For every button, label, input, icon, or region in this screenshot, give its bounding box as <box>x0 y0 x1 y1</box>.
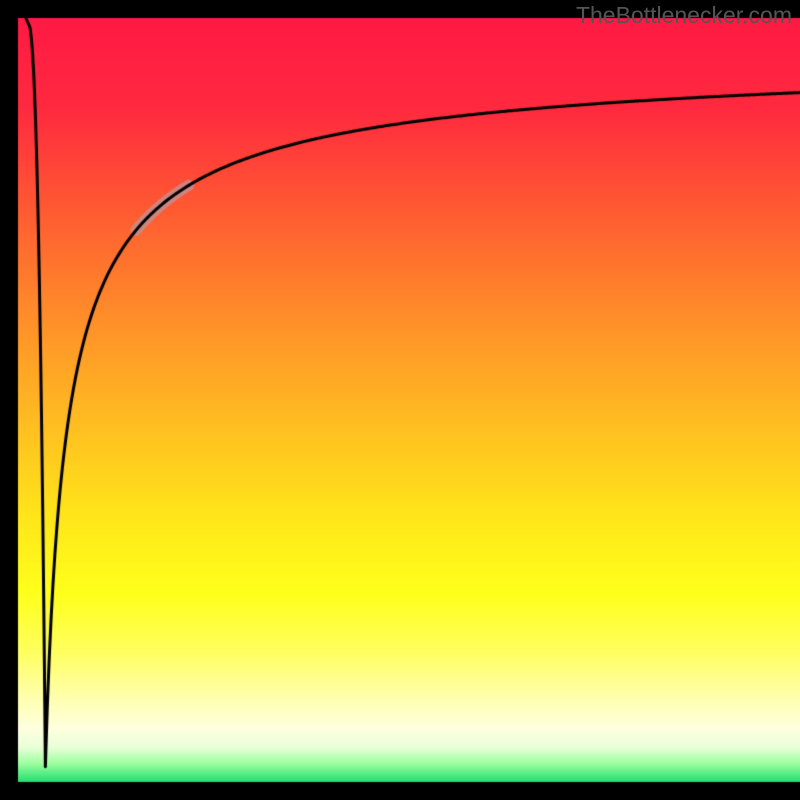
chart-container: TheBottlenecker.com <box>0 0 800 800</box>
bottleneck-chart <box>0 0 800 800</box>
watermark-text: TheBottlenecker.com <box>576 2 792 29</box>
